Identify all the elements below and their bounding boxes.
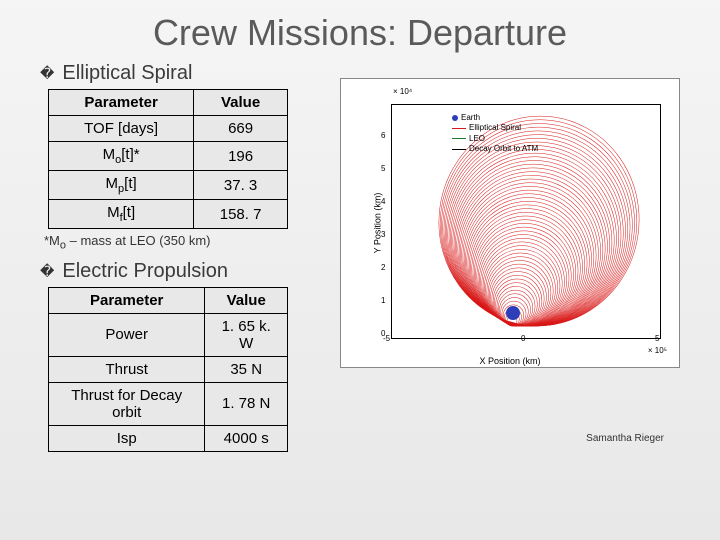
content-area: � Elliptical Spiral Parameter Value TOF … — [0, 54, 720, 452]
th-param: Parameter — [49, 287, 205, 313]
exp-bottom: × 10⁵ — [648, 346, 667, 355]
chart-legend: Earth Elliptical Spiral LEO Decay Orbit … — [452, 113, 538, 155]
table-electric-propulsion: Parameter Value Power1. 65 k. W Thrust35… — [48, 287, 288, 452]
chart-plot-area: Earth Elliptical Spiral LEO Decay Orbit … — [391, 104, 661, 339]
section2-header: � Electric Propulsion — [40, 260, 320, 283]
table-row: Mp[t]37. 3 — [49, 171, 288, 200]
section1-header: � Elliptical Spiral — [40, 62, 320, 85]
table-row: Mf[t]158. 7 — [49, 200, 288, 229]
bullet-icon: � — [40, 65, 54, 82]
table-row: TOF [days]669 — [49, 116, 288, 142]
table-row: Mo[t]*196 — [49, 142, 288, 171]
page-title: Crew Missions: Departure — [0, 0, 720, 54]
x-axis-label: X Position (km) — [479, 356, 540, 366]
earth-point — [506, 306, 520, 320]
table-row: Power1. 65 k. W — [49, 313, 288, 356]
table-row: Thrust35 N — [49, 356, 288, 382]
credit-text: Samantha Rieger — [586, 433, 664, 444]
table-elliptical-spiral: Parameter Value TOF [days]669 Mo[t]*196 … — [48, 89, 288, 229]
th-value: Value — [205, 287, 288, 313]
table-row: Parameter Value — [49, 90, 288, 116]
left-column: � Elliptical Spiral Parameter Value TOF … — [40, 58, 320, 452]
bullet-icon: � — [40, 263, 54, 280]
chart-container: × 10⁴ Earth Elliptical Spiral LEO Decay … — [340, 78, 680, 368]
table-row: Parameter Value — [49, 287, 288, 313]
th-param: Parameter — [49, 90, 194, 116]
right-column: × 10⁴ Earth Elliptical Spiral LEO Decay … — [320, 58, 690, 452]
section2-title: Electric Propulsion — [62, 260, 228, 283]
table-row: Thrust for Decay orbit1. 78 N — [49, 382, 288, 425]
th-value: Value — [194, 90, 288, 116]
section1-title: Elliptical Spiral — [62, 62, 192, 85]
table-row: Isp4000 s — [49, 425, 288, 451]
exp-top: × 10⁴ — [393, 87, 412, 96]
footnote: *Mo – mass at LEO (350 km) — [44, 233, 320, 252]
